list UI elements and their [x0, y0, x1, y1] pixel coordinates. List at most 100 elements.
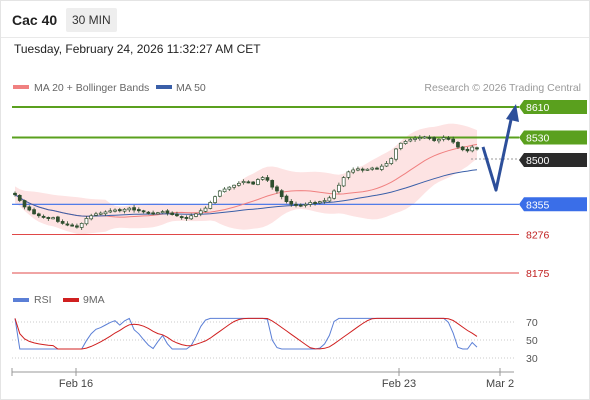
candle-body — [179, 216, 184, 219]
candle-body — [441, 137, 446, 140]
candle-body — [260, 177, 265, 180]
candle-body — [408, 139, 413, 142]
level-tag-bg-8530 — [519, 130, 587, 145]
candle-body — [275, 186, 279, 192]
candle-body — [437, 139, 441, 142]
level-tag-label-8500: 8500 — [526, 155, 550, 167]
candle-body — [32, 209, 36, 215]
price-legend: MA 20 + Bollinger Bands MA 50 Research ©… — [13, 82, 581, 94]
candle-body — [56, 216, 60, 222]
rsi-panel: 70 50 30 — [12, 317, 538, 365]
candle-body — [251, 181, 255, 185]
candle-body — [365, 168, 370, 171]
candle-body — [470, 146, 475, 152]
candle-body — [246, 181, 251, 184]
candle-body — [360, 168, 365, 171]
candle-body — [232, 184, 236, 188]
candle-body — [113, 209, 117, 212]
x-tick-label: Feb 23 — [382, 378, 416, 390]
ma20-legend-swatch — [13, 85, 29, 89]
candle-body — [403, 140, 408, 144]
header: Cac 40 30 MIN — [1, 1, 589, 37]
candle-body — [303, 203, 308, 206]
candle-body — [327, 197, 332, 202]
candle-body — [89, 215, 94, 220]
candle-body — [241, 181, 246, 184]
candle-body — [117, 209, 122, 212]
candle-body — [317, 201, 322, 204]
rsi-tick-label-30: 30 — [526, 353, 538, 365]
rsi-ma-line — [14, 317, 478, 350]
header-divider — [1, 37, 589, 38]
candle-body — [237, 182, 241, 186]
candle-body — [170, 212, 175, 215]
forecast-arrow — [481, 104, 519, 192]
candle-body — [417, 137, 422, 140]
rsi-line — [14, 317, 478, 350]
candle-body — [451, 138, 456, 143]
candle-body — [198, 210, 203, 215]
candle-body — [13, 192, 17, 196]
level-tag-label-8276: 8276 — [526, 229, 550, 241]
candle-body — [384, 163, 389, 167]
timeframe-badge[interactable]: 30 MIN — [66, 8, 117, 32]
candle-body — [189, 215, 194, 220]
candle-body — [270, 180, 275, 188]
timestamp: Tuesday, February 24, 2026 11:32:27 AM C… — [14, 42, 261, 56]
forecast-path — [481, 114, 514, 192]
candle-body — [413, 137, 417, 140]
candle-body — [94, 213, 98, 216]
candle-body — [427, 136, 432, 139]
candle-body — [256, 179, 260, 185]
candle-body — [194, 213, 198, 217]
candle-body — [103, 211, 108, 215]
rsi-ma-legend-swatch — [63, 298, 79, 302]
credit-text: Research © 2026 Trading Central — [424, 82, 581, 94]
rsi-legend-label: RSI — [34, 294, 52, 306]
candle-body — [279, 190, 284, 198]
candle-body — [175, 213, 179, 217]
candle-body — [265, 177, 270, 181]
candle-body — [222, 188, 227, 193]
forecast-arrowhead — [506, 104, 519, 122]
level-tags: 8610 8530 8500 8355 8276 8175 — [519, 100, 587, 280]
candle-body — [217, 190, 222, 197]
candle-body — [60, 221, 65, 224]
bollinger-fill — [15, 123, 477, 235]
candle-body — [165, 210, 170, 214]
candle-body — [75, 225, 79, 228]
candle-body — [132, 207, 136, 211]
rsi-legend: RSI 9MA — [13, 294, 105, 306]
candle-body — [322, 200, 327, 203]
candle-body — [208, 202, 213, 209]
candle-body — [146, 211, 151, 214]
candle-body — [27, 206, 32, 211]
candle-body — [379, 165, 384, 170]
x-tick-label: Feb 16 — [59, 378, 93, 390]
candle-body — [308, 202, 313, 205]
candle-body — [79, 223, 84, 228]
candle-body — [17, 195, 22, 201]
candle-body — [398, 142, 403, 149]
ma50-legend-swatch — [156, 85, 172, 89]
candle-body — [337, 184, 341, 193]
level-tag-bg-8610 — [519, 100, 587, 114]
candle-body — [394, 148, 398, 160]
candle-body — [284, 195, 289, 202]
x-axis: Feb 16 Feb 23 Mar 2 — [59, 368, 514, 390]
candle-body — [346, 171, 351, 178]
candle-body — [370, 167, 375, 170]
candle-body — [36, 213, 41, 217]
bollinger-band — [15, 123, 477, 235]
candle-body — [375, 167, 379, 170]
candle-body — [422, 136, 427, 139]
x-tick-label: Mar 2 — [486, 378, 514, 390]
candle-body — [351, 169, 356, 173]
candle-body — [389, 158, 394, 164]
candle-body — [456, 142, 460, 148]
candle-body — [432, 137, 436, 141]
level-tag-label-8175: 8175 — [526, 268, 550, 280]
candle-body — [475, 147, 479, 150]
